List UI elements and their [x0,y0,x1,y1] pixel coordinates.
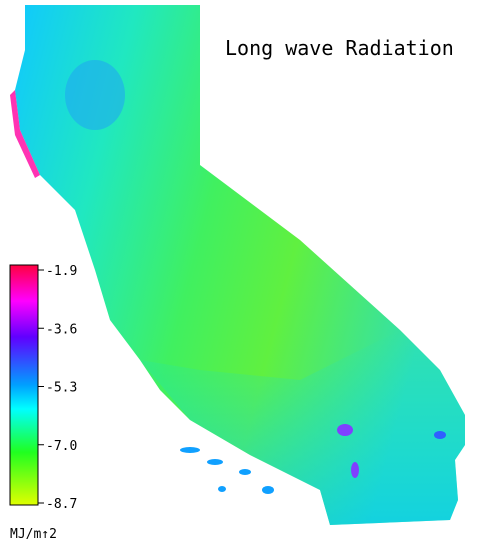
colorbar-tick-label: -8.7 [46,497,77,512]
colorbar-tick-label: -5.3 [46,381,77,396]
colorbar-tick-label: -1.9 [46,264,77,279]
map-title: Long wave Radiation [225,36,454,60]
colorbar-ticks: -1.9 -3.6 -5.3 -7.0 -8.7 [38,264,77,512]
unit-label: MJ/m↑2 [10,527,57,542]
colorbar-tick-label: -7.0 [46,439,77,454]
colorbar [9,264,39,506]
colorbar-tick-label: -3.6 [46,322,77,337]
california [10,5,465,525]
